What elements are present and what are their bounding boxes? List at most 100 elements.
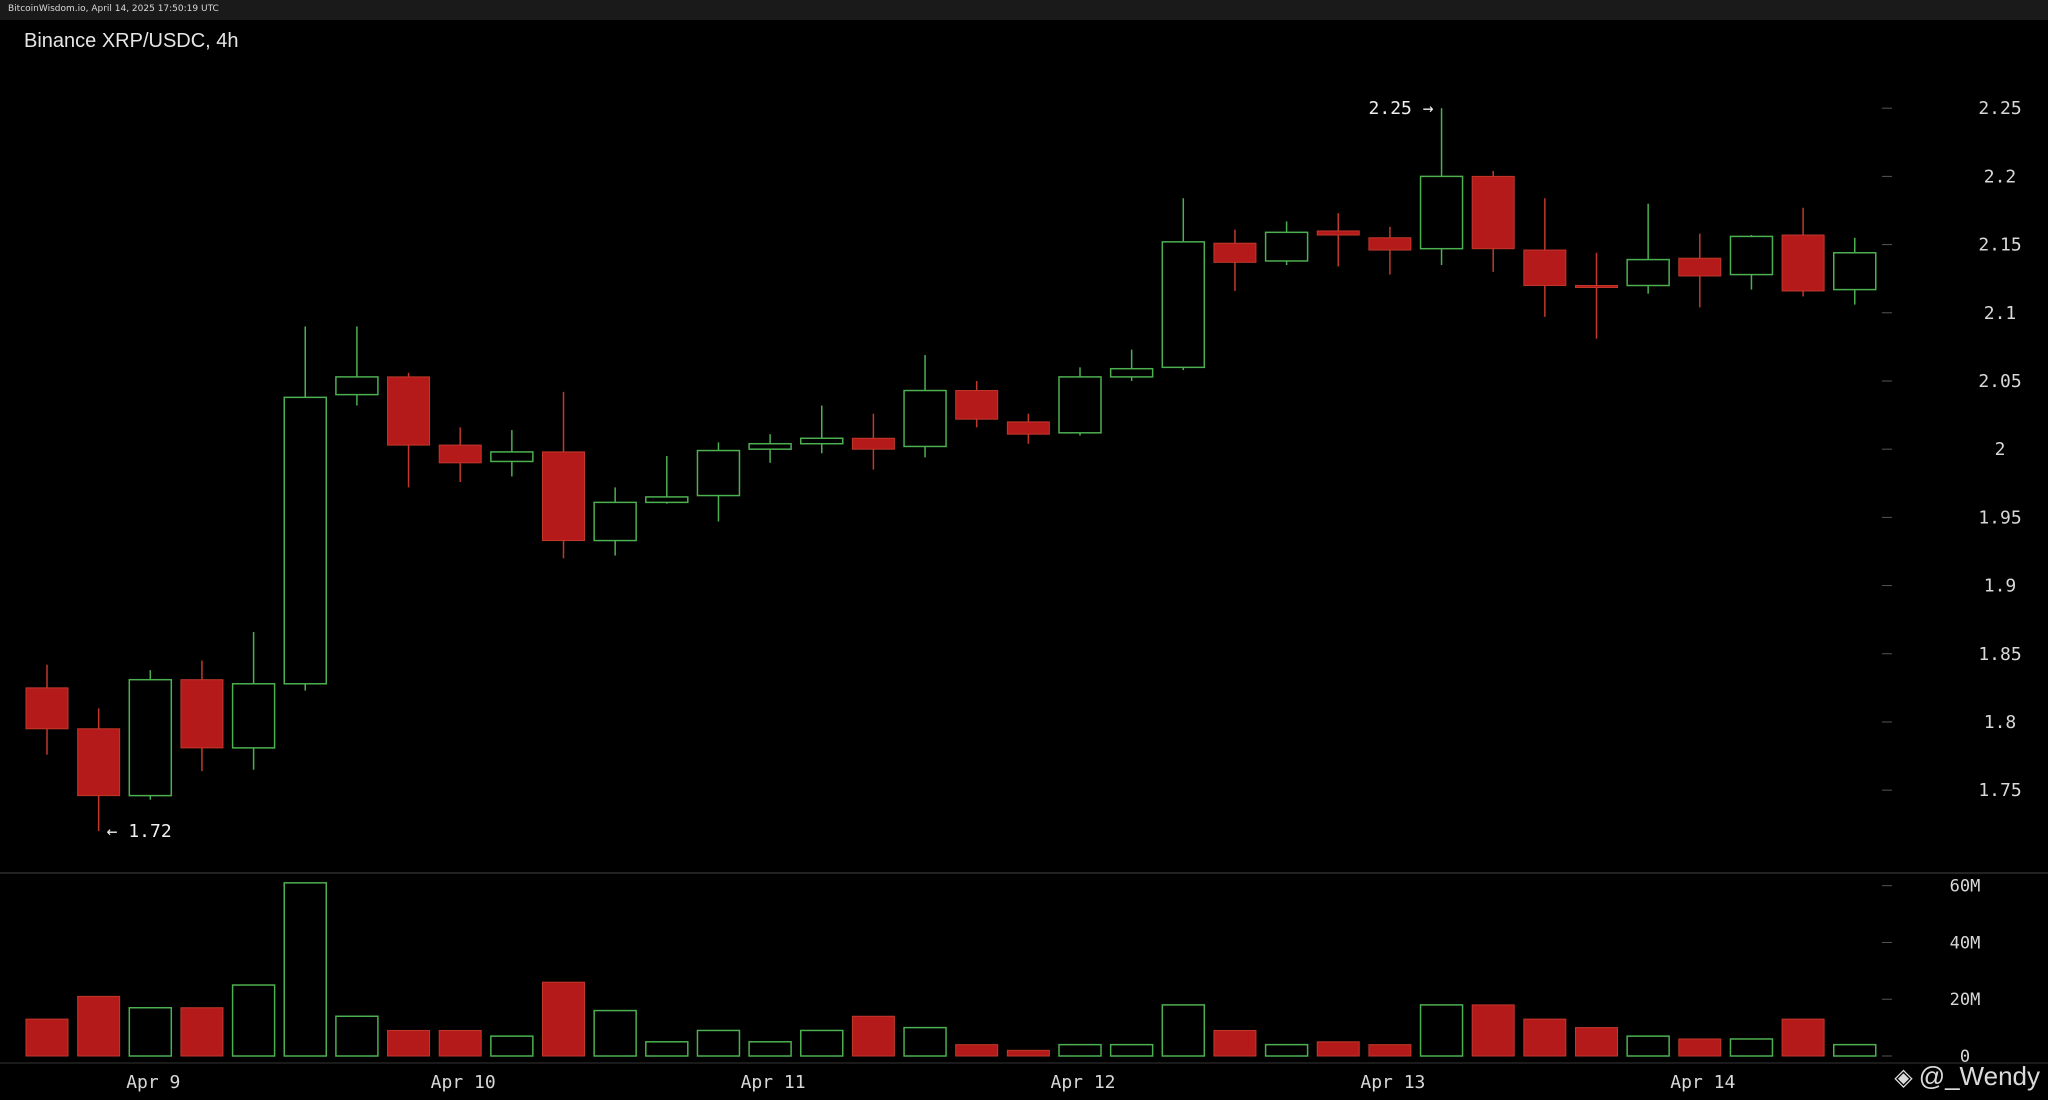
candle-body bbox=[490, 451, 534, 463]
candle-body bbox=[335, 376, 379, 396]
volume-tick-label: 60M bbox=[1950, 877, 1981, 897]
date-axis-label: Apr 14 bbox=[1670, 1072, 1735, 1093]
source-timestamp: BitcoinWisdom.io, April 14, 2025 17:50:1… bbox=[8, 4, 219, 14]
volume-bar bbox=[1058, 1043, 1102, 1057]
price-extreme-annotation: 2.25 → bbox=[1369, 98, 1434, 119]
volume-tick-label: 0 bbox=[1960, 1047, 1970, 1067]
volume-bar bbox=[180, 1007, 224, 1057]
volume-bar bbox=[851, 1015, 895, 1057]
volume-bar bbox=[1781, 1018, 1825, 1057]
volume-bar bbox=[1471, 1004, 1515, 1057]
volume-bar bbox=[1523, 1018, 1567, 1057]
volume-bar bbox=[490, 1035, 534, 1057]
price-extreme-annotation: ← 1.72 bbox=[107, 821, 172, 842]
candle-body bbox=[231, 683, 276, 749]
candle-body bbox=[77, 728, 121, 797]
volume-bar bbox=[1316, 1041, 1360, 1057]
candle-body bbox=[1833, 252, 1877, 291]
volume-bar bbox=[1109, 1043, 1154, 1057]
chart-title: Binance XRP/USDC, 4h bbox=[24, 30, 239, 52]
volume-tick-label: 40M bbox=[1950, 933, 1981, 953]
volume-bar bbox=[438, 1029, 482, 1057]
price-tick-label: 1.85 bbox=[1978, 644, 2021, 665]
candle-body bbox=[1316, 230, 1360, 236]
candle-body bbox=[645, 496, 689, 504]
volume-bar bbox=[1213, 1029, 1257, 1057]
price-tick-label: 1.8 bbox=[1984, 712, 2017, 733]
volume-bar bbox=[1264, 1043, 1309, 1057]
candle-body bbox=[955, 390, 999, 420]
candle-body bbox=[25, 687, 69, 730]
candle-body bbox=[1264, 231, 1309, 262]
volume-bar bbox=[748, 1041, 792, 1057]
candle-body bbox=[283, 396, 327, 685]
volume-bar bbox=[1006, 1049, 1050, 1057]
candle-body bbox=[696, 449, 741, 497]
volume-bar bbox=[387, 1029, 431, 1057]
price-tick-label: 2.25 bbox=[1978, 98, 2021, 119]
volume-bar bbox=[1833, 1043, 1877, 1057]
volume-bar bbox=[1626, 1035, 1670, 1057]
price-tick-label: 2.05 bbox=[1978, 371, 2021, 392]
candle-body bbox=[1213, 242, 1257, 263]
volume-bar bbox=[903, 1026, 947, 1057]
date-axis-label: Apr 9 bbox=[126, 1072, 180, 1093]
candle-body bbox=[593, 501, 637, 542]
volume-bar bbox=[955, 1044, 999, 1057]
volume-bar bbox=[1368, 1044, 1412, 1057]
candle-body bbox=[1626, 258, 1670, 287]
candle-body bbox=[1419, 175, 1464, 250]
watermark-text: @_Wendy bbox=[1918, 1061, 2040, 1091]
date-axis-label: Apr 12 bbox=[1050, 1072, 1115, 1093]
candle-body bbox=[1058, 376, 1102, 434]
volume-bar bbox=[542, 981, 585, 1057]
volume-bar bbox=[800, 1029, 844, 1057]
price-tick-label: 1.9 bbox=[1984, 576, 2017, 597]
price-tick-label: 2.1 bbox=[1984, 303, 2017, 324]
price-tick-label: 2.2 bbox=[1984, 166, 2017, 187]
candle-body bbox=[851, 437, 895, 450]
volume-bar bbox=[335, 1015, 379, 1057]
volume-bar bbox=[645, 1041, 689, 1057]
watermark: ◈ @_Wendy bbox=[1894, 1061, 2040, 1092]
price-tick-label: 1.75 bbox=[1978, 780, 2021, 801]
binance-logo-icon: ◈ bbox=[1894, 1064, 1913, 1091]
volume-bar bbox=[231, 984, 276, 1057]
candle-body bbox=[438, 444, 482, 464]
candle-body bbox=[800, 437, 844, 445]
volume-bar bbox=[283, 882, 327, 1057]
volume-bar bbox=[593, 1009, 637, 1057]
volume-bar bbox=[77, 995, 121, 1057]
candle-body bbox=[180, 679, 224, 749]
candle-body bbox=[1678, 257, 1722, 277]
date-axis-label: Apr 10 bbox=[431, 1072, 496, 1093]
volume-bar bbox=[1729, 1038, 1774, 1057]
candle-body bbox=[128, 678, 173, 797]
candle-body bbox=[1161, 241, 1206, 369]
price-tick-label: 2 bbox=[1995, 439, 2006, 460]
candle-body bbox=[1575, 285, 1618, 289]
volume-bar bbox=[696, 1029, 741, 1057]
candle-body bbox=[1368, 237, 1412, 251]
candle-body bbox=[1729, 235, 1774, 276]
volume-bar bbox=[1161, 1004, 1206, 1057]
candle-body bbox=[1471, 175, 1515, 250]
volume-bar bbox=[128, 1006, 173, 1057]
candle-body bbox=[387, 376, 431, 446]
price-tick-label: 1.95 bbox=[1978, 507, 2021, 528]
candle-body bbox=[903, 389, 947, 448]
volume-bar bbox=[25, 1018, 69, 1057]
volume-bar bbox=[1419, 1004, 1464, 1057]
candle-body bbox=[1109, 367, 1154, 378]
candle-body bbox=[1006, 421, 1050, 435]
volume-bar bbox=[1575, 1027, 1618, 1057]
candle-body bbox=[1523, 249, 1567, 287]
volume-bar bbox=[1678, 1038, 1722, 1057]
date-axis-label: Apr 11 bbox=[741, 1072, 806, 1093]
date-axis-label: Apr 13 bbox=[1360, 1072, 1425, 1093]
candle-body bbox=[748, 442, 792, 450]
volume-tick-label: 20M bbox=[1950, 990, 1981, 1010]
candle-body bbox=[1781, 234, 1825, 292]
